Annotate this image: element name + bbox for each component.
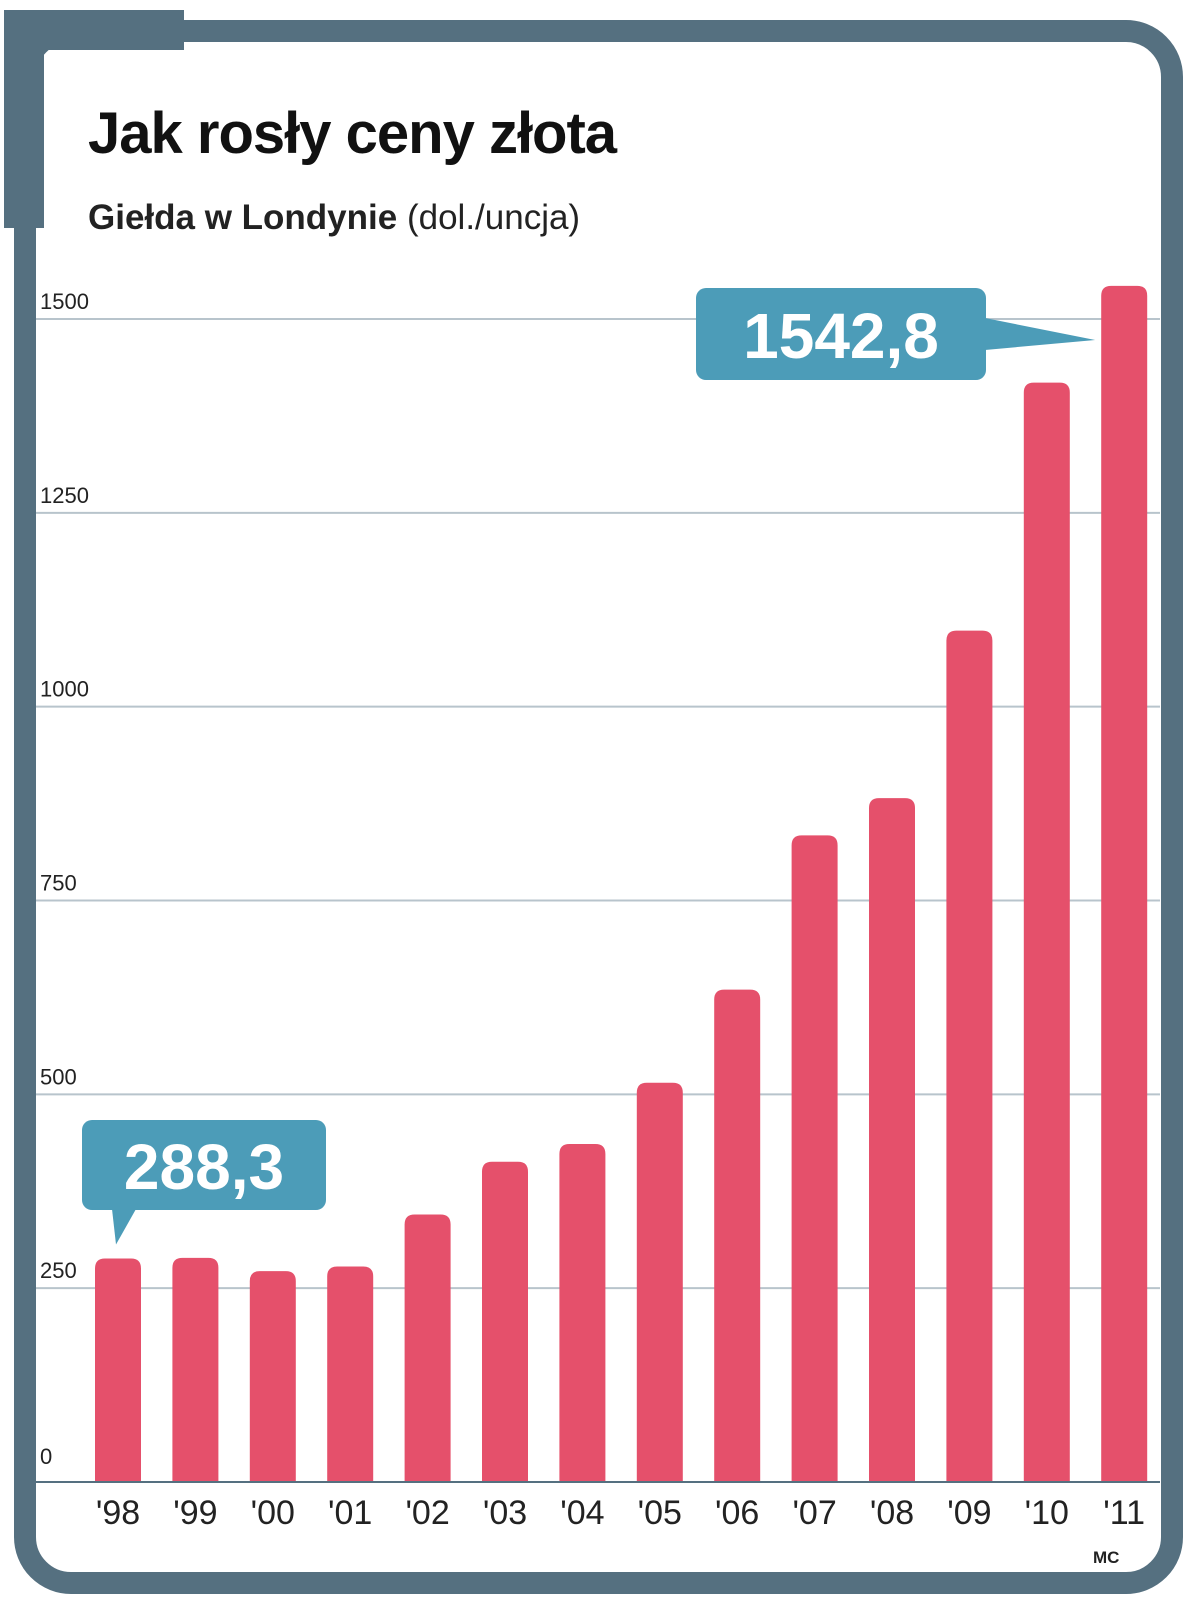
x-tick-label: '10 [1025, 1494, 1069, 1532]
bar [559, 1143, 606, 1482]
x-tick-labels: '98 '99 '00 '01 '02 '03 '04 '05 '06 '07 '08 '09 '10 '… [96, 1494, 1145, 1532]
y-tick-labels: 0 250 500 750 1000 1250 1500 [40, 289, 89, 1469]
y-tick-label: 1000 [40, 677, 89, 702]
x-tick-label: '00 [251, 1494, 295, 1532]
callout-box [82, 1120, 326, 1210]
x-tick-label: '04 [560, 1494, 604, 1532]
callout-label: 288,3 [124, 1131, 284, 1203]
callout-pointer [112, 1209, 136, 1245]
credit-label: MC [1093, 1548, 1120, 1567]
x-tick-label: '05 [638, 1494, 682, 1532]
x-tick-label: '99 [173, 1494, 217, 1532]
bar [1101, 285, 1148, 1483]
subtitle-unit: (dol./uncja) [406, 198, 581, 237]
bars [95, 285, 1148, 1483]
y-tick-label: 1500 [40, 289, 89, 314]
bar [869, 798, 915, 1482]
x-tick-label: '09 [947, 1494, 991, 1532]
subtitle-bold: Giełda w Londynie [88, 198, 398, 237]
x-tick-label: '03 [483, 1494, 527, 1532]
callouts: 288,3 1542,8 [82, 288, 1096, 1245]
bar [95, 1258, 141, 1482]
y-tick-label: 1250 [40, 483, 89, 508]
bar [482, 1161, 528, 1482]
frame-tab-left [4, 10, 44, 228]
bar [404, 1214, 451, 1482]
callout-pointer [985, 318, 1096, 350]
bar [1023, 382, 1070, 1482]
y-tick-label: 250 [40, 1258, 77, 1283]
bar [946, 630, 993, 1482]
bar [791, 835, 838, 1482]
frame-border [14, 20, 1183, 1594]
x-tick-label: '01 [328, 1494, 372, 1532]
y-tick-label: 500 [40, 1064, 77, 1089]
x-tick-label: '02 [405, 1494, 449, 1532]
chart-subtitle: Giełda w Londynie (dol./uncja) [88, 198, 580, 238]
bar [249, 1271, 296, 1482]
x-tick-label: '98 [96, 1494, 140, 1532]
chart-title: Jak rosły ceny złota [88, 101, 617, 166]
x-tick-label: '07 [792, 1494, 836, 1532]
x-tick-label: '11 [1103, 1494, 1145, 1532]
callout-label: 1542,8 [743, 300, 939, 372]
y-tick-label: 750 [40, 871, 77, 896]
callout-box [696, 288, 986, 380]
bar [636, 1082, 683, 1482]
y-tick-label: 0 [40, 1444, 52, 1469]
bar [714, 989, 761, 1482]
bar [327, 1266, 374, 1482]
x-tick-label: '06 [715, 1494, 759, 1532]
bar [172, 1257, 219, 1482]
x-tick-label: '08 [870, 1494, 914, 1532]
